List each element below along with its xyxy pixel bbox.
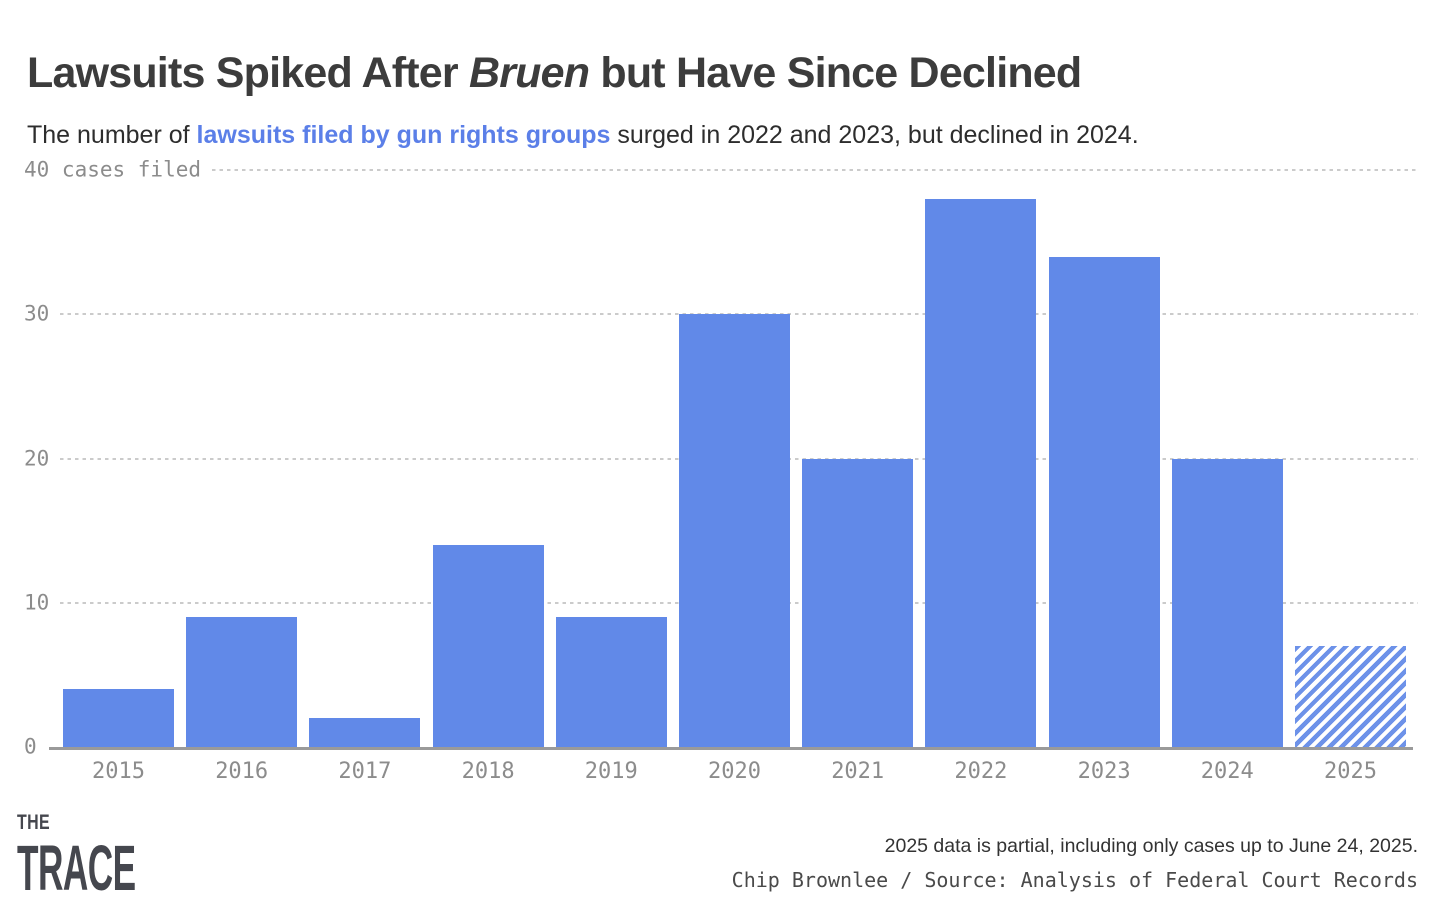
title-text-post: but Have Since Declined <box>589 48 1082 97</box>
bar-2023 <box>1048 256 1160 747</box>
x-axis-label-2020: 2020 <box>708 759 761 784</box>
bar-2016 <box>186 617 298 747</box>
bar-2015 <box>63 689 174 747</box>
title-text-italic: Bruen <box>468 48 590 97</box>
bar-2019 <box>555 617 667 747</box>
x-axis-label-2018: 2018 <box>461 759 515 784</box>
x-axis-label-2019: 2019 <box>584 759 638 784</box>
x-axis-label-2015: 2015 <box>92 759 145 784</box>
bar-2021 <box>802 458 914 747</box>
x-axis-label-2025: 2025 <box>1324 759 1377 784</box>
source-credit: Chip Brownlee / Source: Analysis of Fede… <box>731 868 1418 892</box>
x-axis-line <box>49 747 1413 750</box>
x-axis-label-2016: 2016 <box>215 759 269 784</box>
bar-2025 <box>1295 646 1406 747</box>
y-axis-tick-10: 10 <box>24 590 50 615</box>
bar-2018 <box>432 545 544 747</box>
bar-2020 <box>679 314 790 747</box>
bar-2024 <box>1171 458 1283 747</box>
subtitle-text-pre: The number of <box>27 121 197 149</box>
subtitle-text-post: surged in 2022 and 2023, but declined in… <box>610 121 1139 149</box>
x-axis-label-2021: 2021 <box>831 759 885 784</box>
y-axis-tick-0: 0 <box>24 734 37 759</box>
y-axis-tick-20: 20 <box>24 446 50 471</box>
chart-subtitle: The number of lawsuits filed by gun righ… <box>27 121 1139 150</box>
x-axis-label-2017: 2017 <box>338 759 392 784</box>
bar-2022 <box>925 198 1037 747</box>
subtitle-highlight: lawsuits filed by gun rights groups <box>196 121 611 149</box>
gridline-40 <box>212 169 1418 171</box>
x-axis-label-2024: 2024 <box>1200 759 1254 784</box>
x-axis-label-2023: 2023 <box>1077 759 1131 784</box>
logo-word-trace: TRACE <box>17 832 136 904</box>
x-axis-label-2022: 2022 <box>954 759 1008 784</box>
data-partial-note: 2025 data is partial, including only cas… <box>884 835 1418 857</box>
title-text-pre: Lawsuits Spiked After <box>27 48 469 97</box>
y-axis-tick-30: 30 <box>24 301 50 326</box>
page-title: Lawsuits Spiked After Bruen but Have Sin… <box>27 48 1082 98</box>
y-axis-tick-40: 40 cases filed <box>24 157 202 182</box>
logo-word-the: THE <box>17 811 51 834</box>
bar-2017 <box>309 718 421 747</box>
